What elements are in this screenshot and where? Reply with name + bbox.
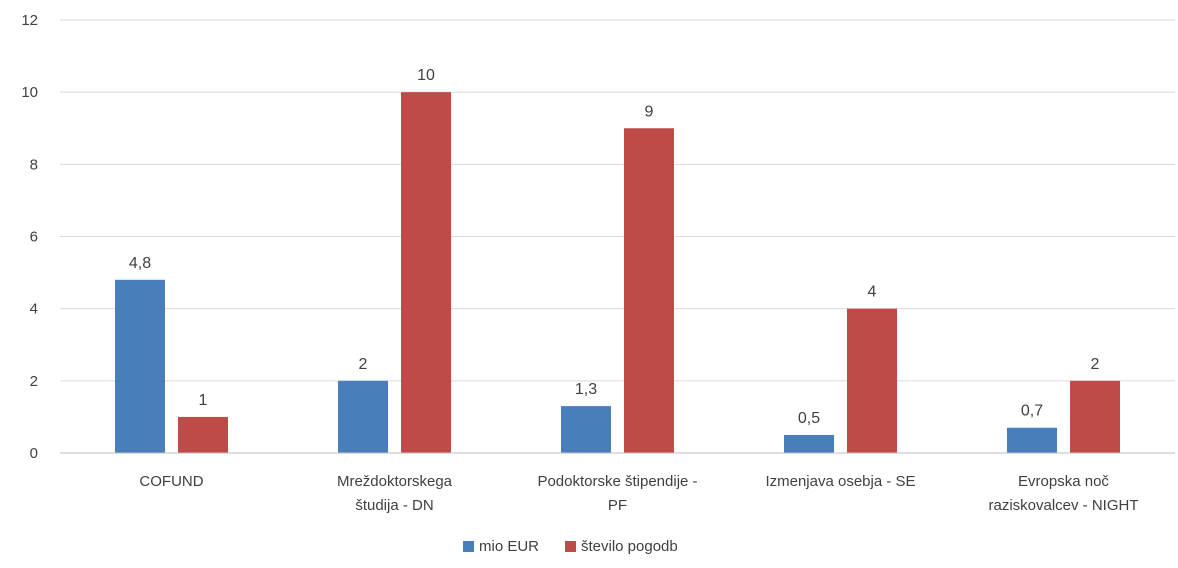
legend-swatch: [565, 541, 576, 552]
bar-mio-eur: [1007, 427, 1057, 453]
y-tick-label: 4: [30, 301, 38, 318]
legend-label: mio EUR: [479, 538, 539, 555]
gridlines: [60, 19, 1175, 382]
y-tick-label: 10: [21, 84, 38, 101]
bar-stevilo-pogodb: [178, 416, 228, 453]
bar-stevilo-pogodb: [1070, 380, 1120, 453]
data-label: 1: [199, 392, 208, 409]
bar-stevilo-pogodb: [401, 92, 451, 454]
x-tick-label: Izmenjava osebja - SE: [765, 473, 915, 490]
x-tick-label: Mreždoktorskega študija - DN: [337, 473, 453, 514]
data-label: 4,8: [129, 255, 151, 272]
bar-stevilo-pogodb: [847, 308, 897, 453]
y-tick-label: 12: [21, 12, 38, 29]
bar-mio-eur: [561, 406, 611, 453]
legend-swatch: [463, 541, 474, 552]
y-tick-label: 6: [30, 229, 38, 246]
data-label: 2: [1091, 356, 1100, 373]
legend-label: število pogodb: [581, 538, 678, 555]
x-tick-label: Podoktorske štipendije -PF: [537, 473, 697, 514]
bar-mio-eur: [784, 434, 834, 453]
data-label: 9: [645, 103, 654, 120]
bars: [115, 92, 1120, 454]
x-tick-label: COFUND: [139, 473, 203, 490]
data-label: 4: [868, 284, 877, 301]
y-tick-label: 8: [30, 156, 38, 173]
data-label: 10: [417, 67, 435, 84]
legend: mio EUR število pogodb: [463, 538, 678, 555]
bar-stevilo-pogodb: [624, 128, 674, 453]
data-labels: 4,8 1 2 10 1,3 9 0,5 4 0,7 2: [129, 67, 1100, 427]
data-label: 1,3: [575, 381, 597, 398]
data-label: 2: [359, 356, 368, 373]
y-tick-label: 2: [30, 373, 38, 390]
data-label: 0,7: [1021, 403, 1043, 420]
bar-mio-eur: [115, 279, 165, 453]
x-tick-label: Evropska noč raziskovalcev - NIGHT: [988, 473, 1138, 514]
bar-mio-eur: [338, 380, 388, 453]
data-label: 0,5: [798, 410, 820, 427]
y-tick-label: 0: [30, 445, 38, 462]
